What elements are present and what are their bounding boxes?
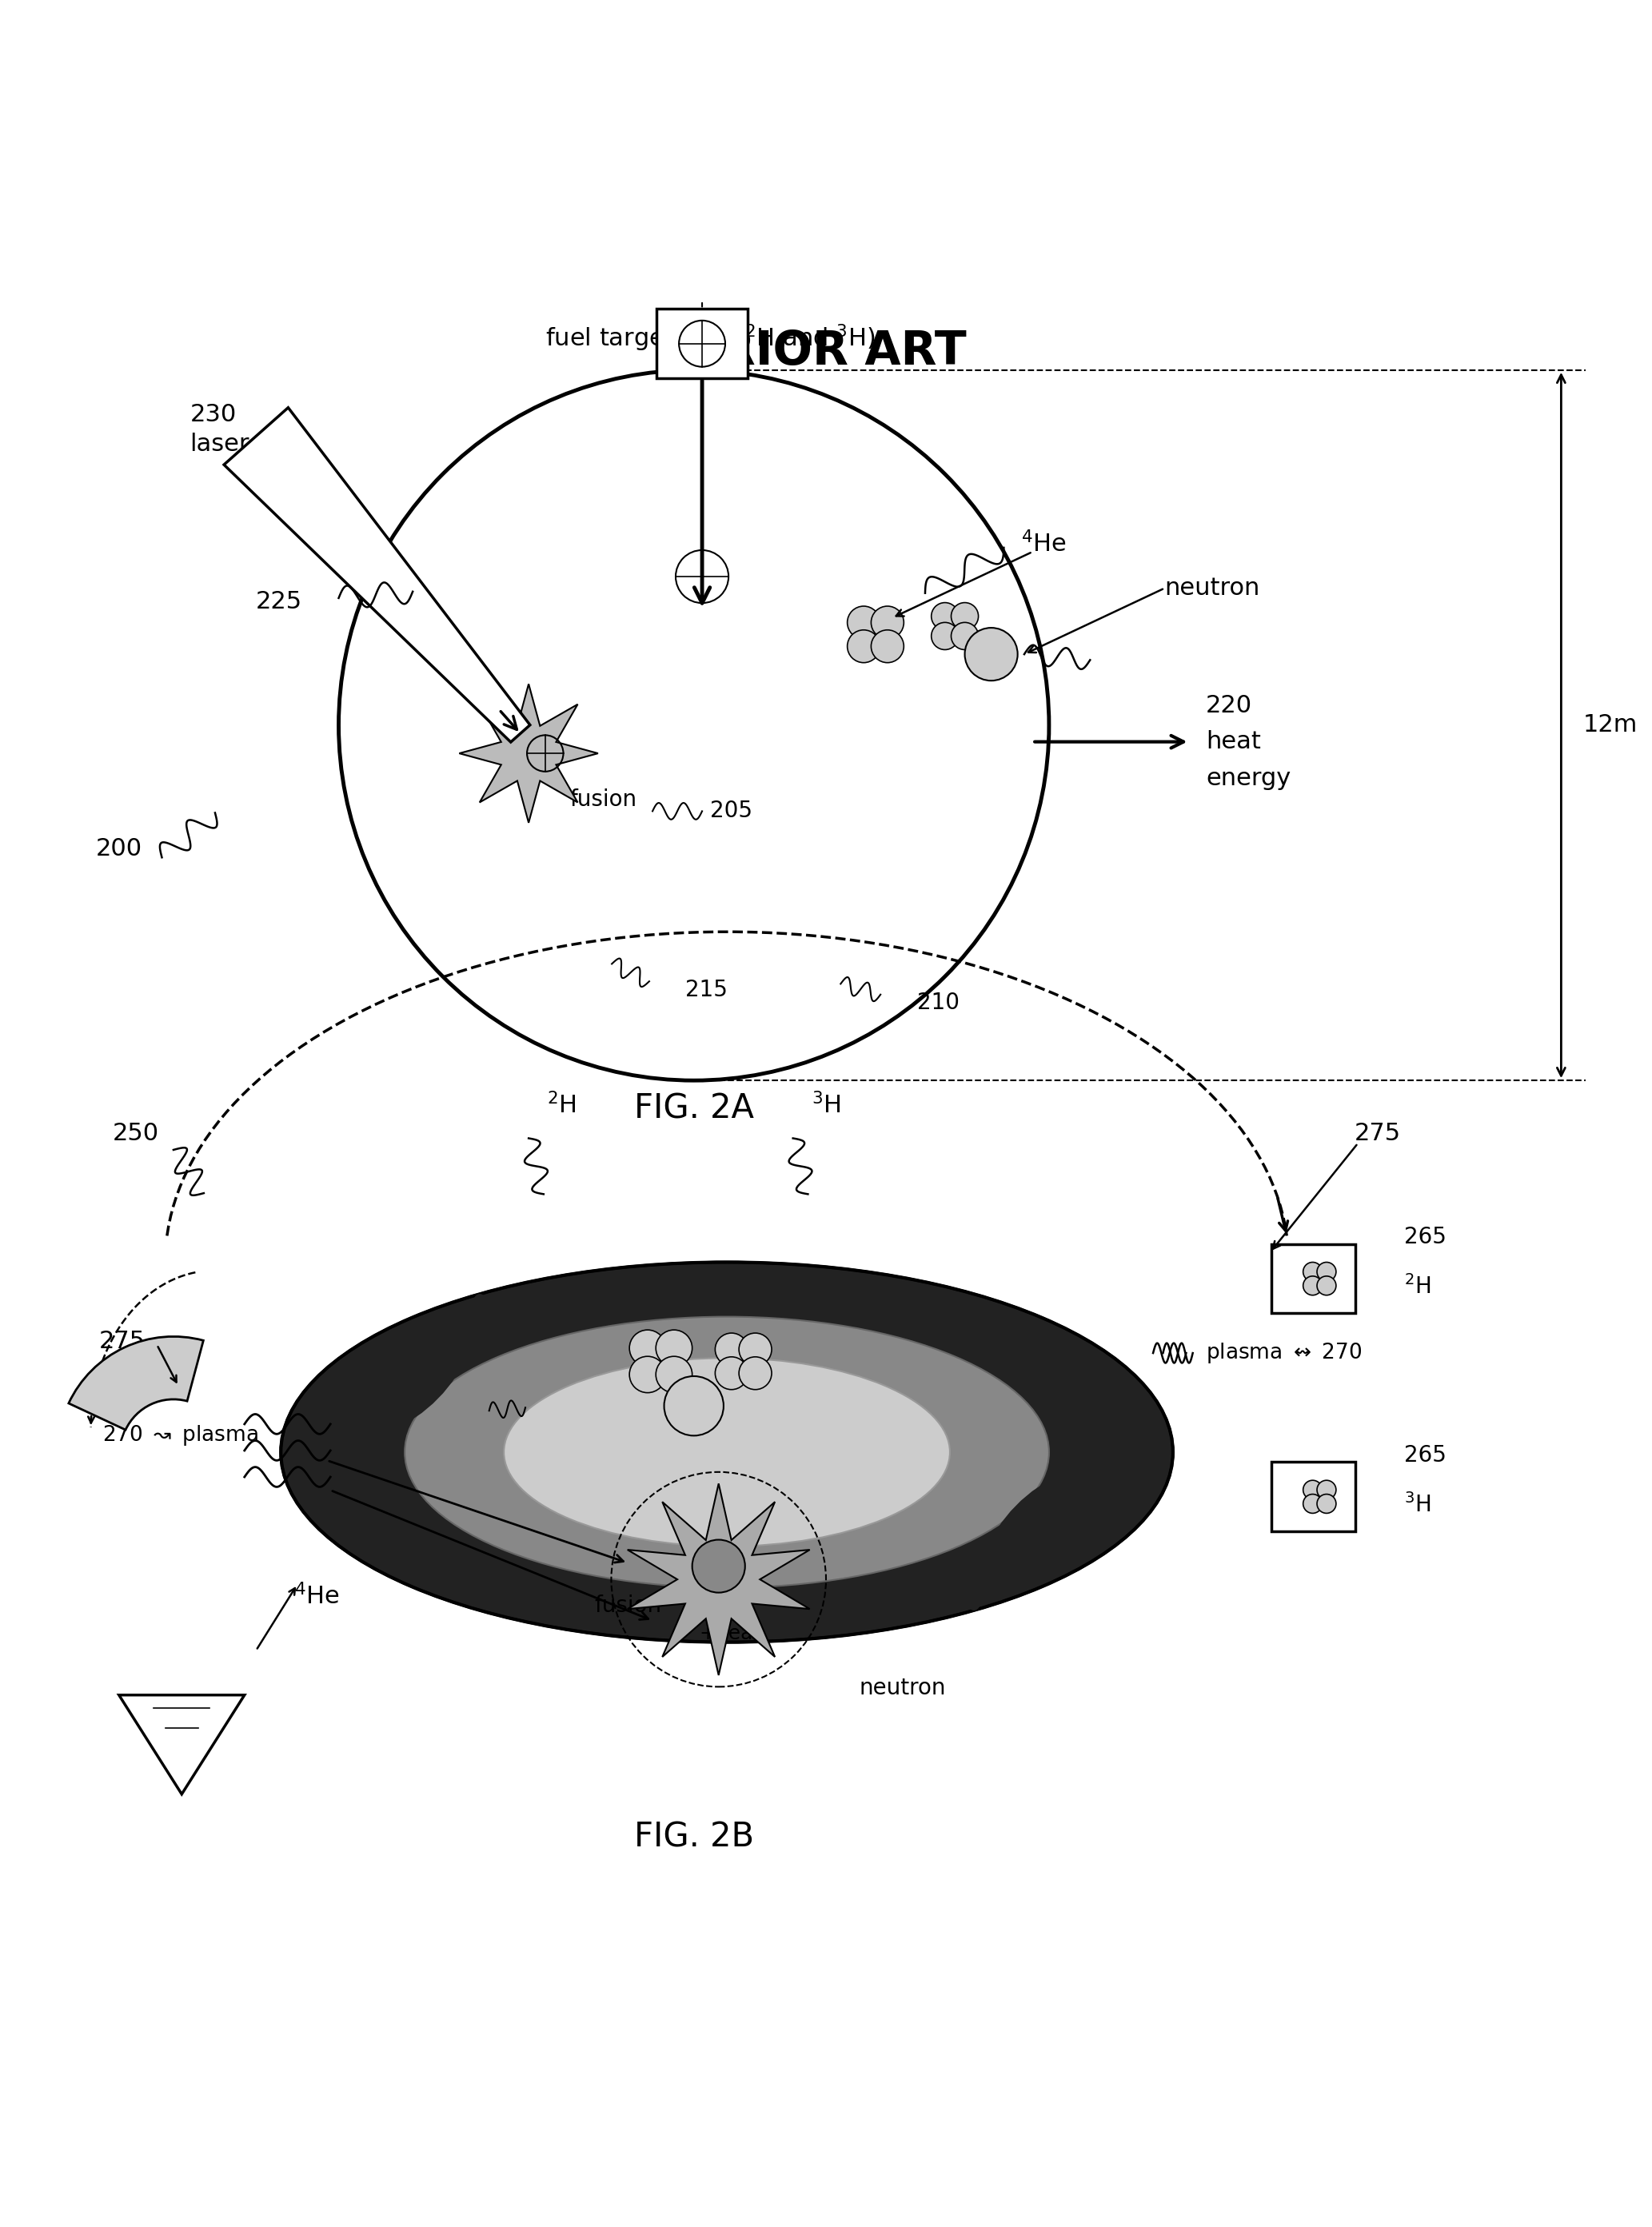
Text: heat: heat [1206, 730, 1260, 753]
Circle shape [847, 630, 881, 664]
Text: 200: 200 [96, 837, 142, 862]
Text: energy: energy [1206, 766, 1290, 791]
Ellipse shape [405, 1316, 1049, 1588]
Text: 260: 260 [553, 1401, 596, 1423]
Circle shape [932, 604, 958, 630]
Text: 265: 265 [1404, 1227, 1447, 1249]
Text: FIG. 2B: FIG. 2B [634, 1819, 753, 1853]
Text: 275: 275 [99, 1330, 145, 1354]
Circle shape [1317, 1263, 1336, 1281]
Text: 215: 215 [686, 978, 729, 1000]
Circle shape [952, 604, 978, 630]
Text: $^3$H: $^3$H [811, 1091, 841, 1118]
Text: PRIOR ART: PRIOR ART [686, 330, 966, 374]
Text: 275: 275 [1355, 1122, 1401, 1145]
Bar [1272, 1463, 1355, 1532]
Bar [1272, 1245, 1355, 1314]
Circle shape [1317, 1276, 1336, 1296]
Text: fuel target (e.g. $^2$H and $^3$H): fuel target (e.g. $^2$H and $^3$H) [545, 323, 876, 354]
Text: FIG. 2A: FIG. 2A [634, 1091, 753, 1125]
Circle shape [715, 1334, 748, 1365]
Circle shape [871, 606, 904, 639]
Text: 280: 280 [155, 1695, 202, 1719]
FancyArrowPatch shape [973, 1461, 1146, 1606]
Circle shape [738, 1334, 771, 1365]
Text: 210: 210 [917, 991, 960, 1013]
Polygon shape [628, 1483, 809, 1675]
Circle shape [1303, 1276, 1322, 1296]
Text: 265: 265 [1404, 1445, 1447, 1468]
Text: 220: 220 [1206, 695, 1252, 717]
Text: 225: 225 [256, 590, 302, 612]
Text: neutron: neutron [1165, 577, 1260, 599]
Text: 255: 255 [752, 1425, 795, 1448]
Text: laser: laser [190, 432, 249, 457]
Circle shape [656, 1330, 692, 1367]
Polygon shape [119, 1695, 244, 1795]
Text: 270 $\rightsquigarrow$ plasma: 270 $\rightsquigarrow$ plasma [102, 1423, 258, 1448]
Ellipse shape [504, 1358, 950, 1546]
Circle shape [664, 1376, 724, 1436]
Polygon shape [459, 684, 598, 822]
Circle shape [1317, 1481, 1336, 1499]
Circle shape [847, 606, 881, 639]
Text: neutron: neutron [859, 1677, 947, 1699]
FancyArrowPatch shape [307, 1301, 481, 1443]
Circle shape [1303, 1263, 1322, 1281]
Text: plasma $\leftrightsquigarrow$ 270: plasma $\leftrightsquigarrow$ 270 [1206, 1341, 1363, 1365]
Circle shape [629, 1330, 666, 1367]
Ellipse shape [281, 1263, 1173, 1641]
Polygon shape [225, 408, 530, 742]
Circle shape [629, 1356, 666, 1392]
Text: +heat: +heat [699, 1623, 760, 1644]
Text: $^4$He: $^4$He [1021, 530, 1066, 557]
Bar [656, 310, 747, 379]
Circle shape [715, 1356, 748, 1390]
Circle shape [965, 628, 1018, 681]
Text: $^2$H: $^2$H [547, 1091, 577, 1118]
Text: fusion: fusion [570, 788, 638, 811]
Text: fusion: fusion [595, 1595, 662, 1617]
Text: $^4$He: $^4$He [294, 1583, 339, 1608]
Text: 205: 205 [710, 799, 753, 822]
Text: 250: 250 [112, 1122, 159, 1145]
Wedge shape [69, 1336, 203, 1430]
Circle shape [871, 630, 904, 664]
Circle shape [738, 1356, 771, 1390]
Circle shape [1303, 1494, 1322, 1514]
Circle shape [1317, 1494, 1336, 1514]
Circle shape [656, 1356, 692, 1392]
Circle shape [932, 621, 958, 650]
Text: 12m: 12m [1583, 713, 1637, 737]
Circle shape [1303, 1481, 1322, 1499]
Text: $^2$H: $^2$H [1404, 1276, 1431, 1298]
Text: 230: 230 [190, 403, 236, 425]
Circle shape [692, 1539, 745, 1592]
Circle shape [952, 621, 978, 650]
Text: $^3$H: $^3$H [1404, 1492, 1431, 1517]
